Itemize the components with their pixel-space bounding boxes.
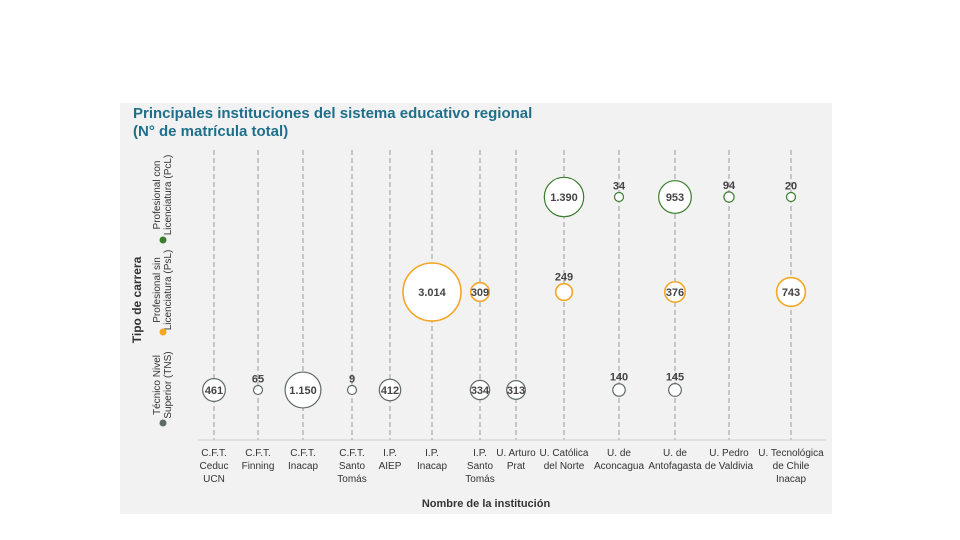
x-tick-label: Tomás: [337, 474, 366, 485]
bubble-psl: [775, 276, 807, 308]
x-tick-label: I.P.: [383, 448, 397, 459]
row-label: Licenciatura (PcL): [163, 155, 174, 236]
bubble-tns: [202, 378, 226, 402]
x-tick-label: Antofagasta: [648, 461, 702, 472]
x-tick-label: I.P.: [425, 448, 439, 459]
x-tick-label: C.F.T.: [339, 448, 365, 459]
bubble-pcl: [543, 176, 585, 218]
x-tick-label: U. de: [663, 448, 687, 459]
bubble-tns: [612, 383, 626, 397]
bubble-pcl: [723, 191, 735, 203]
row-label: Superior (TNS): [163, 351, 174, 418]
bubble-tns: [284, 371, 322, 409]
x-tick-label: de Chile: [773, 461, 810, 472]
row-label: Profesional sin: [152, 257, 163, 323]
bubble-psl: [663, 280, 687, 304]
y-axis-title: Tipo de carrera: [130, 256, 144, 343]
bubble-tns: [252, 384, 264, 396]
x-tick-label: Prat: [507, 461, 526, 472]
bubble-psl: [554, 282, 574, 302]
data-label: 743: [782, 287, 800, 299]
x-tick-label: Aconcagua: [594, 461, 644, 472]
x-tick-label: U. de: [607, 448, 631, 459]
bubble-pcl: [785, 191, 797, 203]
chart-title: Principales instituciones del sistema ed…: [133, 105, 533, 122]
data-label: 65: [252, 374, 264, 386]
data-label: 94: [723, 180, 736, 192]
data-label: 9: [349, 374, 355, 386]
chart-subtitle: (N° de matrícula total): [133, 123, 289, 140]
bubble-pcl: [658, 180, 692, 214]
bubble-tns: [346, 384, 358, 396]
row-marker: [159, 328, 167, 336]
row-labels: Profesional con Licenciatura (PcL) Profesi…: [152, 155, 174, 427]
x-tick-label: U. Arturo: [496, 448, 536, 459]
x-tick-label: Ceduc: [200, 461, 229, 472]
x-tick-label: del Norte: [544, 461, 585, 472]
x-tick-label: Inacap: [776, 474, 806, 485]
x-tick-labels: C.F.T. Ceduc UCN C.F.T. Finning C.F.T. Inacap C…: [200, 448, 825, 485]
row-marker: [159, 419, 167, 427]
data-label: 20: [785, 181, 797, 193]
data-label: 953: [666, 192, 684, 204]
data-label: 34: [613, 181, 626, 193]
data-label: 1.150: [289, 385, 317, 397]
x-tick-label: C.F.T.: [290, 448, 316, 459]
bubble-psl: [469, 281, 491, 303]
row-label: Técnico Nivel: [152, 355, 163, 415]
x-axis-title: Nombre de la institución: [422, 498, 551, 510]
x-tick-label: U. Pedro: [709, 448, 749, 459]
data-label: 3.014: [418, 287, 446, 299]
x-tick-label: U. Católica: [540, 448, 589, 459]
bubble-psl: [402, 262, 462, 322]
bubble-tns: [469, 379, 491, 401]
x-tick-label: AIEP: [379, 461, 402, 472]
bubble-tns: [506, 380, 526, 400]
data-label: 249: [555, 272, 573, 284]
data-label: 313: [507, 385, 525, 397]
x-tick-label: UCN: [203, 474, 225, 485]
data-label: 376: [666, 287, 684, 299]
data-label: 412: [381, 385, 399, 397]
bubbles: 1.390 34 953 94 20 3.014 309 249 376 743 461 65 1.15…: [202, 176, 807, 409]
x-tick-label: C.F.T.: [245, 448, 271, 459]
x-tick-label: Inacap: [288, 461, 318, 472]
x-tick-label: Inacap: [417, 461, 447, 472]
data-label: 145: [666, 372, 684, 384]
data-label: 140: [610, 372, 628, 384]
data-label: 334: [471, 385, 490, 397]
x-tick-label: U. Tecnológica: [758, 448, 824, 459]
data-label: 309: [471, 287, 489, 299]
x-tick-label: Finning: [242, 461, 275, 472]
x-tick-label: C.F.T.: [201, 448, 227, 459]
x-tick-label: de Valdivia: [705, 461, 754, 472]
row-label: Licenciatura (PsL): [163, 250, 174, 331]
x-tick-label: Santo: [467, 461, 494, 472]
data-label: 461: [205, 385, 223, 397]
row-label: Profesional con: [152, 161, 163, 230]
bubble-tns: [668, 383, 682, 397]
x-tick-label: Tomás: [465, 474, 494, 485]
bubble-tns: [378, 378, 402, 402]
chart-panel: [120, 103, 832, 514]
bubble-pcl: [613, 191, 625, 203]
row-marker: [159, 236, 167, 244]
data-label: 1.390: [550, 192, 578, 204]
x-tick-label: I.P.: [473, 448, 487, 459]
x-tick-label: Santo: [339, 461, 366, 472]
